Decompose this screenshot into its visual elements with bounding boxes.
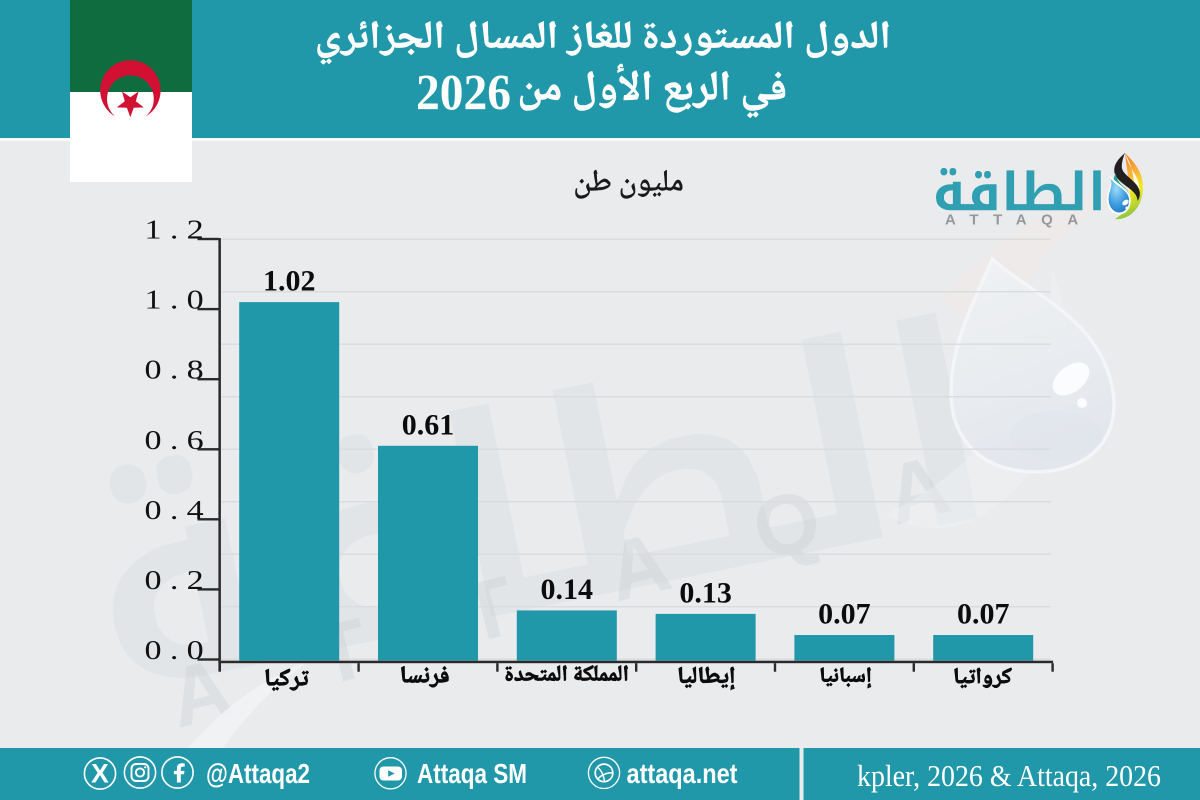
- svg-text:1.0: 1.0: [145, 284, 213, 315]
- svg-text:0.13: 0.13: [679, 576, 732, 609]
- svg-text:1.02: 1.02: [263, 265, 316, 298]
- svg-text:1.2: 1.2: [145, 214, 213, 245]
- svg-text:2026: 2026: [416, 66, 511, 122]
- svg-text:0.0: 0.0: [145, 634, 213, 665]
- svg-text:ATTAQA: ATTAQA: [945, 212, 1093, 229]
- svg-text:0.2: 0.2: [145, 564, 213, 595]
- svg-text:0.14: 0.14: [541, 573, 594, 606]
- svg-text:Attaqa SM: Attaqa SM: [417, 758, 527, 789]
- svg-text:0.07: 0.07: [957, 598, 1010, 631]
- svg-text:X: X: [91, 759, 109, 789]
- svg-text:@Attaqa2: @Attaqa2: [206, 758, 310, 789]
- svg-text:attaqa.net: attaqa.net: [627, 758, 738, 789]
- svg-text:0.6: 0.6: [145, 424, 213, 455]
- svg-text:kpler, 2026 & Attaqa, 2026: kpler, 2026 & Attaqa, 2026: [857, 759, 1161, 793]
- svg-text:0.07: 0.07: [818, 598, 871, 631]
- svg-text:0.4: 0.4: [145, 494, 213, 525]
- svg-text:0.61: 0.61: [402, 408, 455, 441]
- svg-text:0.8: 0.8: [145, 354, 213, 385]
